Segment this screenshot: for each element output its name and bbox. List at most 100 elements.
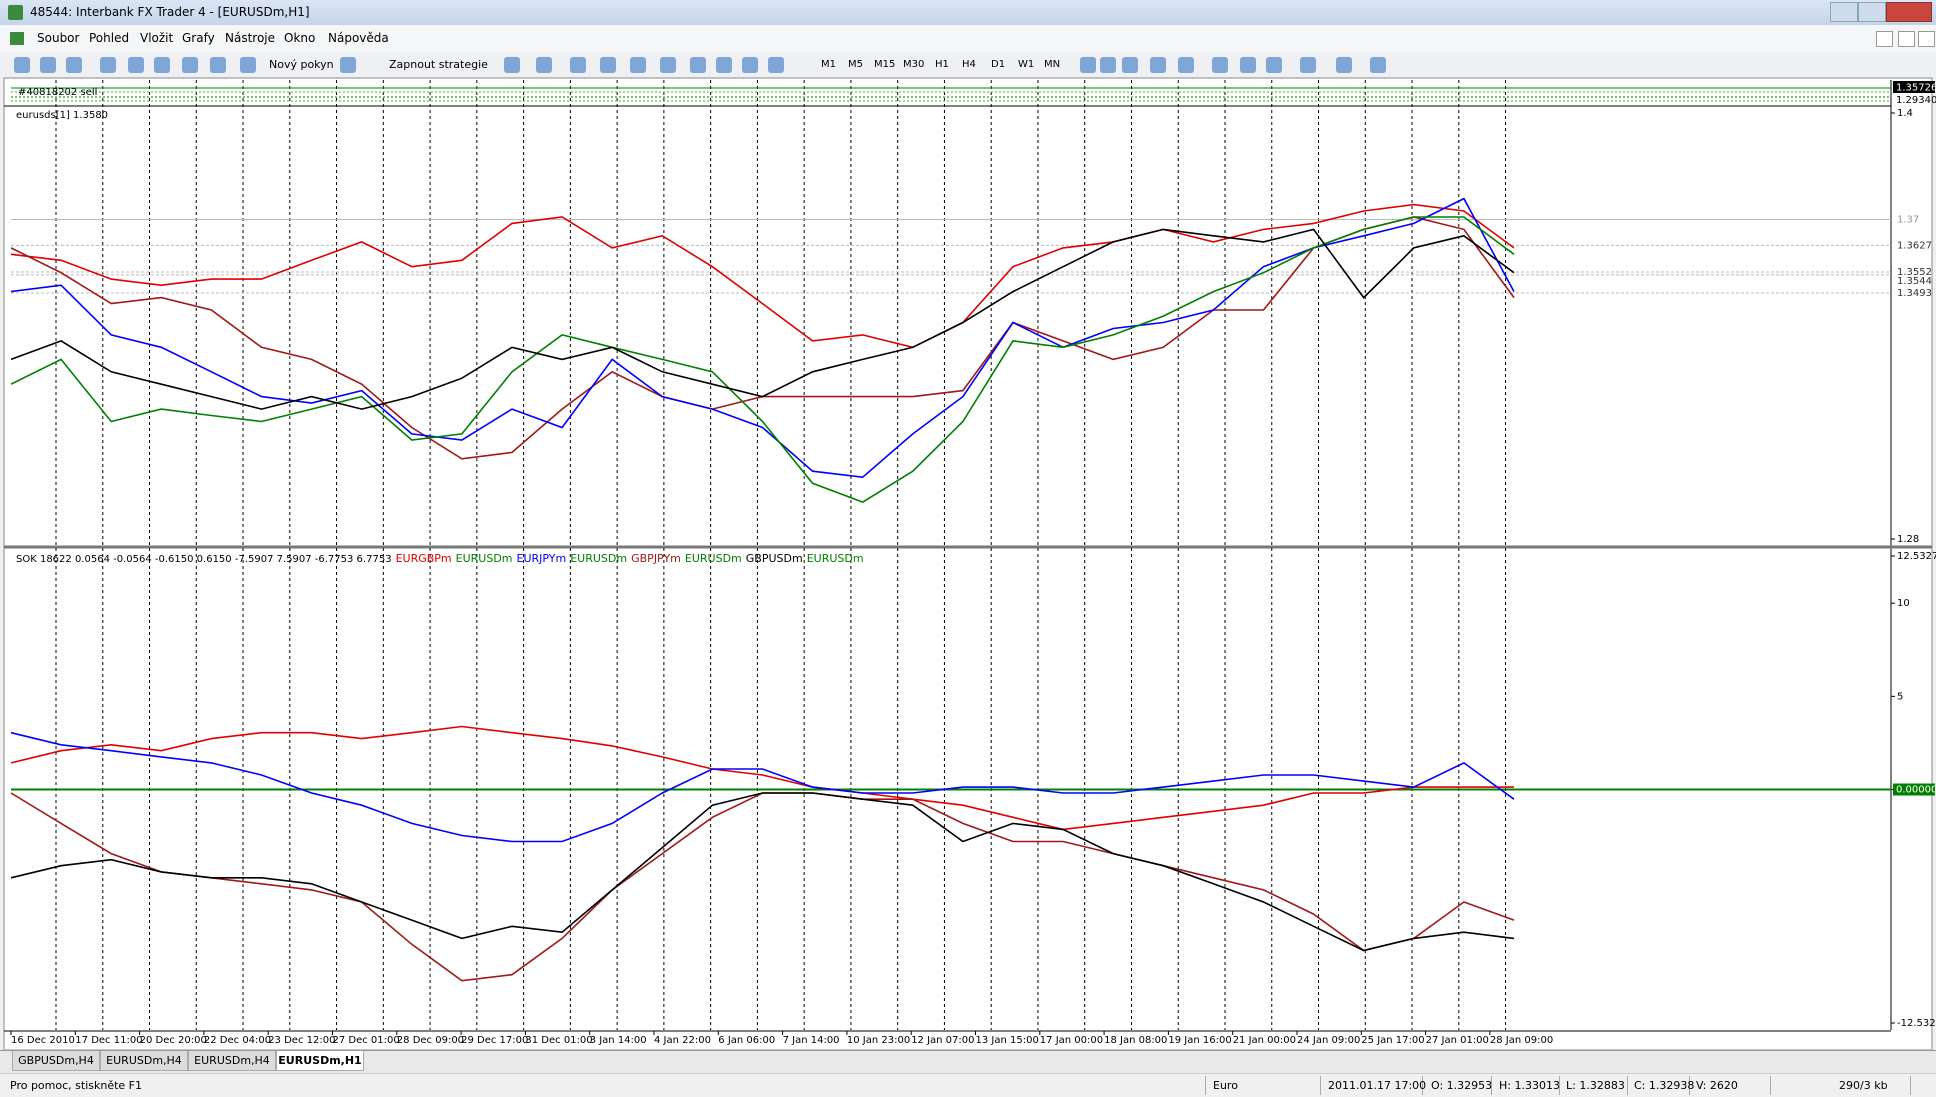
timeframe-button[interactable]: MN — [1044, 59, 1061, 70]
series-line — [10, 203, 1515, 349]
toolbar-button[interactable] — [1370, 57, 1386, 73]
menu-item[interactable]: Vložit — [140, 31, 174, 45]
timeframe-button[interactable]: H1 — [935, 59, 949, 70]
x-tick-label: 10 Jan 23:00 — [847, 1035, 910, 1046]
toolbar-button[interactable] — [154, 57, 170, 73]
menu-item[interactable]: Okno — [284, 31, 316, 45]
toolbar-button[interactable] — [1240, 57, 1256, 73]
toolbar-button[interactable] — [1100, 57, 1116, 73]
timeframe-button[interactable]: M15 — [874, 59, 896, 70]
menu-item[interactable]: Nápověda — [328, 31, 389, 45]
toolbar-button[interactable] — [100, 57, 116, 73]
toolbar-button[interactable] — [1266, 57, 1282, 73]
toolbar-button[interactable] — [768, 57, 784, 73]
toolbar-button[interactable] — [630, 57, 646, 73]
x-tick-label: 21 Jan 00:00 — [1233, 1035, 1296, 1046]
app-icon — [8, 5, 23, 20]
toolbar-button[interactable] — [128, 57, 144, 73]
y-tick-label: 5 — [1897, 691, 1903, 702]
toolbar-button[interactable] — [66, 57, 82, 73]
toolbar-button[interactable] — [570, 57, 586, 73]
toolbar-button[interactable] — [716, 57, 732, 73]
x-tick-label: 17 Dec 11:00 — [75, 1035, 142, 1046]
toolbar-button[interactable] — [536, 57, 552, 73]
x-tick-label: 24 Jan 09:00 — [1297, 1035, 1360, 1046]
status-field: L: 1.32883 — [1566, 1079, 1625, 1092]
strategies-button[interactable]: Zapnout strategie — [389, 58, 488, 71]
toolbar-button[interactable] — [182, 57, 198, 73]
menu-item[interactable]: Soubor — [37, 31, 80, 45]
toolbar: Nový pokyn Zapnout strategie M1 M5 M15 M30 H1 H… — [0, 52, 1936, 78]
toolbar-button[interactable] — [340, 57, 356, 73]
toolbar-button[interactable] — [1080, 57, 1096, 73]
timeframe-button[interactable]: M5 — [848, 59, 863, 70]
chart-tab[interactable]: EURUSDm,H4 — [188, 1051, 276, 1071]
y-tick-label: 12.5327 — [1897, 551, 1936, 562]
toolbar-button[interactable] — [600, 57, 616, 73]
toolbar-button[interactable] — [210, 57, 226, 73]
status-separator — [1320, 1076, 1321, 1095]
x-tick-label: 28 Dec 09:00 — [397, 1035, 464, 1046]
menu-item[interactable]: Pohled — [89, 31, 130, 45]
toolbar-button[interactable] — [1300, 57, 1316, 73]
series-line — [10, 228, 1515, 410]
chart-tabs: GBPUSDm,H4 EURUSDm,H4 EURUSDm,H4 EURUSDm,H1 — [0, 1050, 1936, 1073]
status-field: Euro — [1213, 1079, 1238, 1092]
status-field: 290/3 kb — [1839, 1079, 1888, 1092]
menu-item[interactable]: Grafy — [182, 31, 215, 45]
timeframe-button[interactable]: M1 — [821, 59, 836, 70]
mdi-button[interactable] — [1918, 31, 1935, 47]
x-tick-label: 23 Dec 12:00 — [268, 1035, 335, 1046]
status-field: 2011.01.17 17:00 — [1328, 1079, 1427, 1092]
toolbar-button[interactable] — [1150, 57, 1166, 73]
toolbar-button[interactable] — [1178, 57, 1194, 73]
timeframe-button[interactable]: W1 — [1018, 59, 1035, 70]
chart-tab[interactable]: EURUSDm,H4 — [100, 1051, 188, 1071]
status-field: Pro pomoc, stiskněte F1 — [10, 1079, 142, 1092]
mdi-button[interactable] — [1898, 31, 1915, 47]
menu-item[interactable]: Nástroje — [225, 31, 276, 45]
toolbar-button[interactable] — [240, 57, 256, 73]
toolbar-button[interactable] — [504, 57, 520, 73]
status-bar: Pro pomoc, stiskněte F1 Euro 2011.01.17 17… — [0, 1073, 1936, 1097]
legend-entry: GBPUSDm — [746, 552, 803, 565]
toolbar-button[interactable] — [1212, 57, 1228, 73]
toolbar-button[interactable] — [40, 57, 56, 73]
x-tick-label: 27 Jan 01:00 — [1426, 1035, 1489, 1046]
x-tick-label: 27 Dec 01:00 — [333, 1035, 400, 1046]
order-label: #40818202 sell — [18, 87, 97, 98]
status-field: C: 1.32938 — [1634, 1079, 1695, 1092]
toolbar-button[interactable] — [742, 57, 758, 73]
timeframe-button[interactable]: H4 — [962, 59, 976, 70]
close-button[interactable] — [1886, 2, 1932, 22]
toolbar-button[interactable] — [14, 57, 30, 73]
status-separator — [1422, 1076, 1423, 1095]
chart-tab[interactable]: EURUSDm,H1 — [276, 1051, 364, 1071]
legend-entry: GBPJPYm — [631, 552, 681, 565]
maximize-button[interactable] — [1858, 2, 1886, 22]
timeframe-button[interactable]: M30 — [903, 59, 925, 70]
toolbar-button[interactable] — [690, 57, 706, 73]
x-tick-label: 4 Jan 22:00 — [654, 1035, 711, 1046]
minimize-button[interactable] — [1830, 2, 1858, 22]
mdi-button[interactable] — [1876, 31, 1893, 47]
x-tick-label: 12 Jan 07:00 — [911, 1035, 974, 1046]
timeframe-button[interactable]: D1 — [991, 59, 1006, 70]
status-separator — [1491, 1076, 1492, 1095]
status-separator — [1910, 1076, 1911, 1095]
toolbar-button[interactable] — [1122, 57, 1138, 73]
indicator-name: eurusds[1] 1.3580 — [16, 110, 108, 121]
status-separator — [1559, 1076, 1560, 1095]
chart-tab[interactable]: GBPUSDm,H4 — [12, 1051, 100, 1071]
x-tick-label: 3 Jan 14:00 — [590, 1035, 647, 1046]
toolbar-button[interactable] — [660, 57, 676, 73]
y-tick-label: 1.28 — [1897, 534, 1919, 545]
y-tick-label: 10 — [1897, 598, 1910, 609]
x-tick-label: 31 Dec 01:00 — [525, 1035, 592, 1046]
toolbar-button[interactable] — [1336, 57, 1352, 73]
new-order-button[interactable]: Nový pokyn — [269, 58, 334, 71]
price-level-label: 1.3544 — [1897, 276, 1932, 287]
status-separator — [1205, 1076, 1206, 1095]
x-tick-label: 20 Dec 20:00 — [140, 1035, 207, 1046]
y-tick-label: -12.5327 — [1897, 1018, 1936, 1029]
